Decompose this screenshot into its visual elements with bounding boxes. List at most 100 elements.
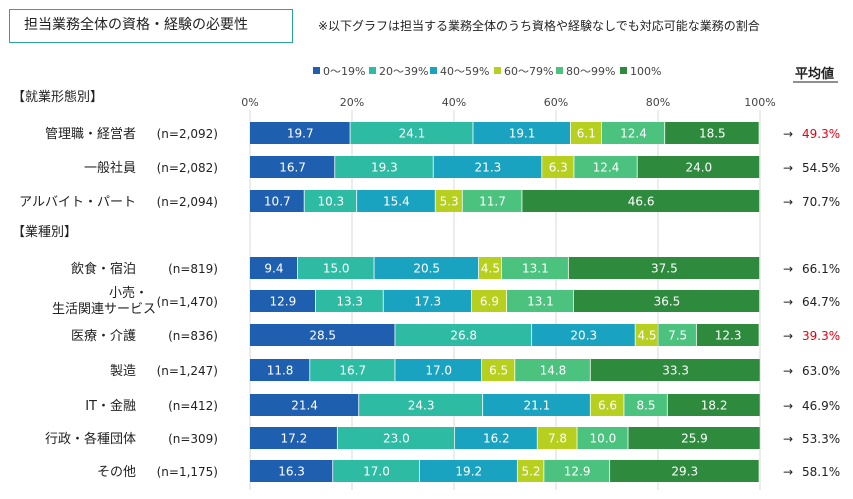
segment-value-label: 16.7 xyxy=(339,364,366,378)
bar-row: 一般社員 (n=2,082) 16.7 19.3 21.3 6.3 12.4 24.0 → 54.… xyxy=(84,156,840,178)
bar-segment xyxy=(333,460,420,482)
segment-value-label: 28.5 xyxy=(309,329,336,343)
avg-arrow: → xyxy=(783,195,793,209)
bar-segment xyxy=(359,394,483,416)
legend-swatch-4 xyxy=(556,67,563,74)
bar-segment xyxy=(357,190,435,212)
bar-segment xyxy=(568,257,760,279)
segment-value-label: 6.9 xyxy=(480,295,499,309)
legend-swatch-1 xyxy=(369,67,376,74)
avg-value: 54.5% xyxy=(802,161,840,175)
segment-value-label: 12.9 xyxy=(270,295,297,309)
segment-value-label: 21.4 xyxy=(291,399,318,413)
segment-value-label: 24.0 xyxy=(685,161,712,175)
segment-value-label: 16.7 xyxy=(279,161,306,175)
category-label: 管理職・経営者 xyxy=(45,127,136,142)
bar-row: 管理職・経営者 (n=2,092) 19.7 24.1 19.1 6.1 12.4 18.5 →… xyxy=(45,122,840,144)
bar-segment xyxy=(544,460,610,482)
category-label: その他 xyxy=(97,465,136,480)
segment-value-label: 9.4 xyxy=(264,262,283,276)
avg-arrow: → xyxy=(783,127,793,141)
avg-arrow: → xyxy=(783,432,793,446)
bar-segment xyxy=(250,427,337,449)
bar-segment xyxy=(577,427,628,449)
bar-segment xyxy=(471,290,507,312)
bar-segment xyxy=(601,122,665,144)
x-tick-label: 40% xyxy=(442,96,466,109)
bar-segment xyxy=(395,324,532,346)
bar-row: IT・金融 (n=412) 21.4 24.3 21.1 6.6 8.5 18.2 → 46.9% xyxy=(85,394,840,416)
category-label: 行政・各種団体 xyxy=(45,431,136,447)
bar-segment xyxy=(542,156,574,178)
segment-value-label: 8.5 xyxy=(636,399,655,413)
segment-value-label: 29.3 xyxy=(671,465,698,479)
segment-value-label: 19.2 xyxy=(455,465,482,479)
bar-segment xyxy=(304,190,357,212)
segment-value-label: 19.7 xyxy=(287,127,314,141)
avg-arrow: → xyxy=(783,295,793,309)
legend-label-0: 0〜19% xyxy=(323,65,365,78)
bar-row: 小売・生活関連サービス (n=1,470) 12.9 13.3 17.3 6.9 13.1 3… xyxy=(52,285,840,317)
segment-value-label: 21.3 xyxy=(475,161,502,175)
category-label: 飲食・宿泊 xyxy=(71,261,136,277)
bar-row: その他 (n=1,175) 16.3 17.0 19.2 5.2 12.9 29.3 → 58.1… xyxy=(97,460,840,482)
sample-size-label: (n=1,175) xyxy=(157,465,218,479)
segment-value-label: 6.1 xyxy=(577,127,596,141)
category-label: 一般社員 xyxy=(84,160,136,176)
avg-value: 66.1% xyxy=(802,262,840,276)
segment-value-label: 46.6 xyxy=(628,195,655,209)
bar-segment xyxy=(250,324,395,346)
segment-value-label: 15.4 xyxy=(383,195,410,209)
bar-segment xyxy=(507,290,574,312)
segment-value-label: 12.4 xyxy=(620,127,647,141)
avg-value: 53.3% xyxy=(802,432,840,446)
bar-segment xyxy=(537,427,577,449)
segment-value-label: 5.2 xyxy=(521,465,540,479)
segment-value-label: 21.1 xyxy=(524,399,551,413)
legend-swatch-3 xyxy=(494,67,501,74)
bar-segment xyxy=(337,427,455,449)
section-label: 【業種別】 xyxy=(12,224,77,240)
category-label: IT・金融 xyxy=(85,398,136,414)
segment-value-label: 11.7 xyxy=(479,195,506,209)
segment-value-label: 12.9 xyxy=(564,465,591,479)
avg-value: 63.0% xyxy=(802,364,840,378)
bar-segment xyxy=(310,359,395,381)
chart-title: 担当業務全体の資格・経験の必要性 xyxy=(9,9,293,43)
x-tick-label: 0% xyxy=(241,96,258,109)
segment-value-label: 12.4 xyxy=(593,161,620,175)
avg-arrow: → xyxy=(783,161,793,175)
sample-size-label: (n=309) xyxy=(168,432,218,446)
bar-segment xyxy=(250,156,335,178)
legend-label-3: 60〜79% xyxy=(504,65,553,78)
bar-segment xyxy=(522,190,760,212)
legend: 0〜19% 20〜39% 40〜59% 60〜79% 80〜99% 100% 平均値 xyxy=(313,65,838,83)
bar-row: 飲食・宿泊 (n=819) 9.4 15.0 20.5 4.5 13.1 37.5 → 66.1% xyxy=(71,257,840,279)
legend-label-1: 20〜39% xyxy=(379,65,428,78)
avg-value: 49.3% xyxy=(802,127,840,141)
bar-row: アルバイト・パート (n=2,094) 10.7 10.3 15.4 5.3 11.7 46.… xyxy=(19,190,840,212)
bar-segment xyxy=(250,190,304,212)
legend-swatch-0 xyxy=(313,67,320,74)
segment-value-label: 37.5 xyxy=(651,262,678,276)
bar-segment xyxy=(374,257,479,279)
bar-row: 行政・各種団体 (n=309) 17.2 23.0 16.2 7.8 10.0 25.9 → 53… xyxy=(45,427,840,449)
bar-segment xyxy=(574,156,637,178)
bar-segment xyxy=(628,427,760,449)
segment-value-label: 5.3 xyxy=(440,195,459,209)
segment-value-label: 13.3 xyxy=(336,295,363,309)
avg-arrow: → xyxy=(783,465,793,479)
bar-row: 医療・介護 (n=836) 28.5 26.8 20.3 4.5 7.5 12.3 → 39.3% xyxy=(71,324,840,346)
bar-segment xyxy=(515,359,590,381)
segment-value-label: 17.3 xyxy=(414,295,441,309)
bar-segment xyxy=(637,156,760,178)
segment-value-label: 36.5 xyxy=(654,295,681,309)
avg-arrow: → xyxy=(783,399,793,413)
bar-segment xyxy=(665,122,759,144)
bar-segment xyxy=(610,460,759,482)
segment-value-label: 4.5 xyxy=(481,262,500,276)
segment-value-label: 16.2 xyxy=(483,432,510,446)
segment-value-label: 19.1 xyxy=(509,127,536,141)
sample-size-label: (n=819) xyxy=(168,262,218,276)
avg-header: 平均値 xyxy=(795,66,834,82)
